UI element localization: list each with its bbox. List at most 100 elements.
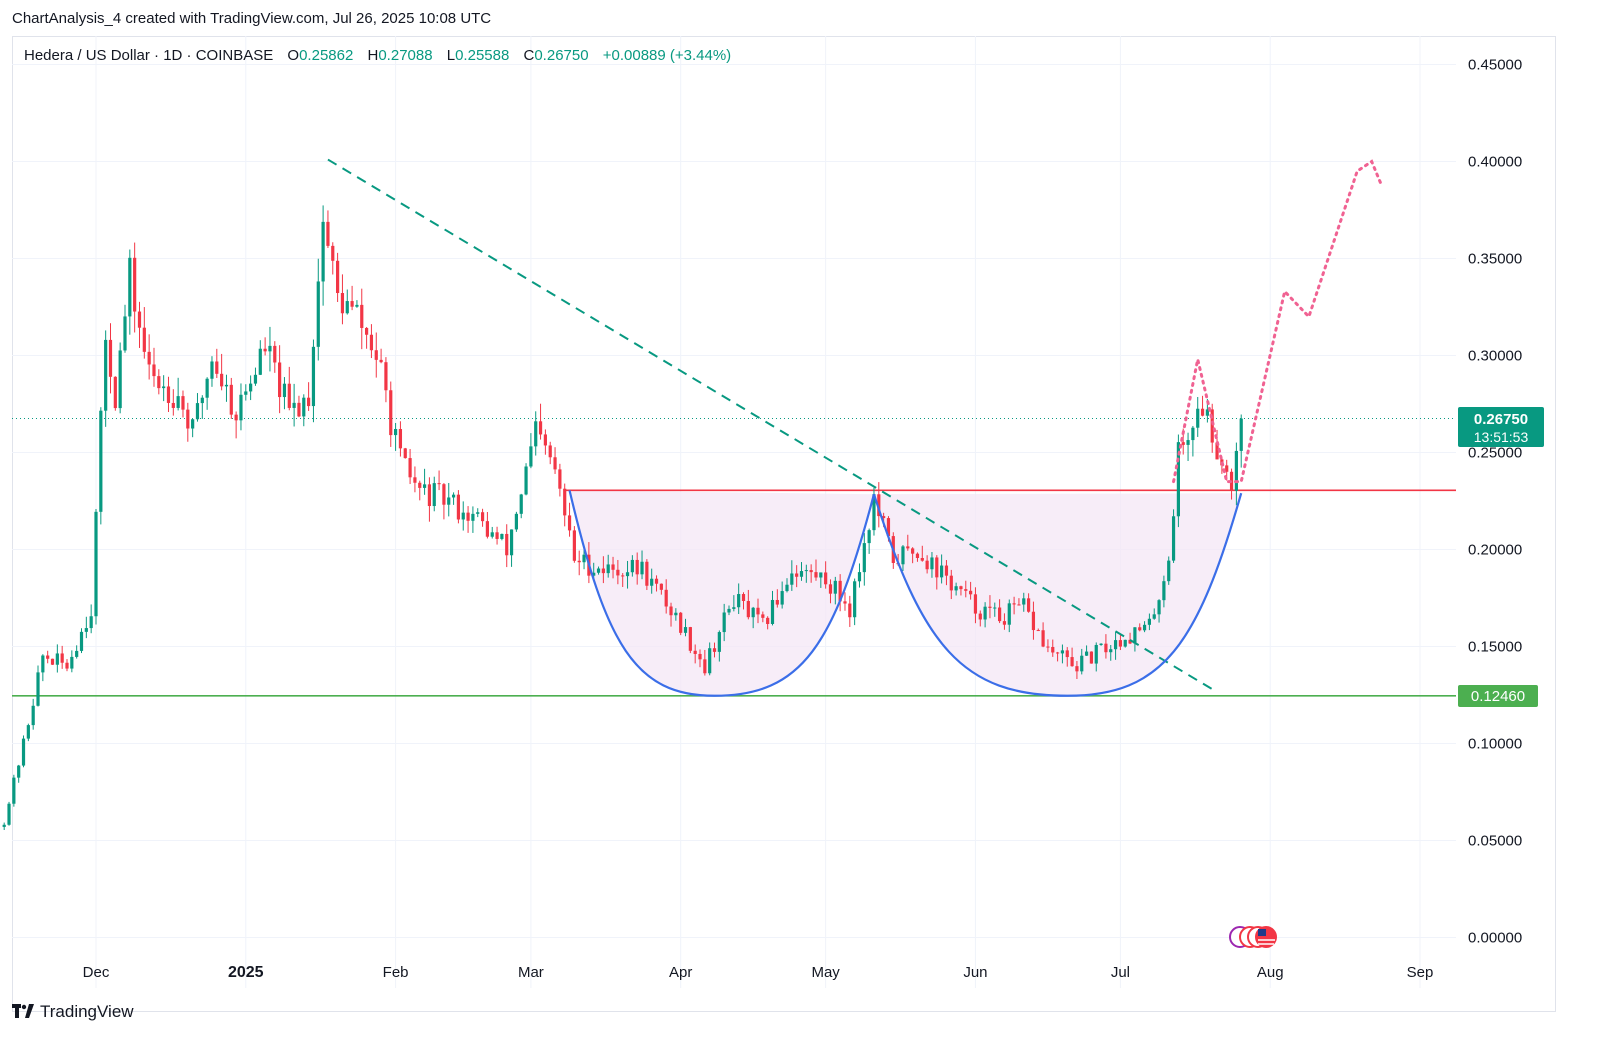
candle-body xyxy=(418,482,422,488)
candle-body xyxy=(485,521,490,537)
candle-body xyxy=(1128,639,1132,644)
candle-body xyxy=(732,607,736,609)
candle-body xyxy=(191,419,195,429)
candle-body xyxy=(645,561,649,586)
candle-body xyxy=(505,533,509,556)
candle-body xyxy=(186,409,190,429)
candle-body xyxy=(79,631,84,651)
tradingview-brand[interactable]: TradingView xyxy=(12,1000,134,1024)
candle-body xyxy=(993,607,997,609)
symbol-name[interactable]: Hedera / US Dollar · 1D · COINBASE xyxy=(24,47,274,64)
candle-body xyxy=(500,533,504,539)
candle-body xyxy=(799,571,804,577)
candle-body xyxy=(809,570,813,573)
close-label: C xyxy=(523,47,535,64)
chart-frame[interactable] xyxy=(12,36,1556,1012)
candle-body xyxy=(935,557,939,578)
candle-body xyxy=(920,557,924,561)
candle-body xyxy=(654,578,659,584)
descending-trendline xyxy=(327,158,1213,691)
candle-body xyxy=(824,572,828,585)
economic-events-icons[interactable] xyxy=(1229,926,1277,948)
candle-body xyxy=(302,397,306,417)
candle-body xyxy=(1225,465,1229,472)
time-axis[interactable]: Dec 2025 Feb Mar Apr May Jun Jul Aug Sep xyxy=(83,964,1434,981)
candle-body xyxy=(761,614,765,618)
cup-curve xyxy=(872,492,1243,697)
candle-body xyxy=(1017,604,1021,606)
candle-body xyxy=(1084,651,1089,656)
candle-body xyxy=(398,428,403,449)
candle-body xyxy=(113,376,117,409)
symbol-legend[interactable]: Hedera / US Dollar · 1D · COINBASE O0.25… xyxy=(24,47,731,64)
candle-body xyxy=(751,607,755,618)
candle-body xyxy=(220,373,224,387)
candle-body xyxy=(384,362,388,391)
candle-body xyxy=(466,512,470,521)
bar-countdown: 13:51:53 xyxy=(1474,429,1529,445)
candle-body xyxy=(819,572,823,578)
candle-body xyxy=(964,589,968,591)
tradingview-logo-icon xyxy=(12,1002,34,1023)
price-tick-label: 0.05000 xyxy=(1468,833,1522,850)
candle-body xyxy=(853,581,857,618)
candle-body xyxy=(1157,600,1161,615)
open-value: 0.25862 xyxy=(299,47,354,64)
candle-body xyxy=(123,316,127,351)
tradingview-wordmark: TradingView xyxy=(40,1002,134,1021)
us-flag-canton xyxy=(1258,929,1266,936)
candle-body xyxy=(925,560,929,570)
price-tick-label: 0.20000 xyxy=(1468,542,1522,559)
candle-body xyxy=(1167,560,1171,582)
candle-body xyxy=(389,390,393,436)
candle-body xyxy=(567,515,572,531)
candle-body xyxy=(1176,442,1180,517)
candle-body xyxy=(50,658,55,665)
candle-body xyxy=(7,803,11,825)
candle-body xyxy=(746,601,750,618)
candle-body xyxy=(147,351,151,365)
candle-body xyxy=(814,572,818,578)
candle-body xyxy=(26,725,30,739)
candle-body xyxy=(224,384,229,387)
low-label: L xyxy=(446,47,456,64)
open-label: O xyxy=(287,47,300,64)
candle-body xyxy=(882,516,886,519)
candle-body xyxy=(688,627,692,651)
candle-body xyxy=(195,403,200,420)
candle-body xyxy=(215,361,219,374)
candle-body xyxy=(244,391,248,395)
candle-body xyxy=(514,513,518,530)
candle-body xyxy=(1104,643,1108,653)
candle-body xyxy=(954,586,958,591)
candle-body xyxy=(524,466,528,495)
price-tick-label: 0.10000 xyxy=(1468,736,1522,753)
price-axis[interactable]: 0.00000 0.05000 0.10000 0.15000 0.20000 0.250… xyxy=(1468,57,1522,947)
candle-body xyxy=(374,350,378,360)
candle-body xyxy=(461,512,465,520)
projected-path xyxy=(1172,159,1383,484)
candle-body xyxy=(1234,450,1238,491)
candle-body xyxy=(239,394,243,421)
candle-body xyxy=(625,572,630,577)
candle-body xyxy=(616,569,620,576)
support-price-value: 0.12460 xyxy=(1471,688,1525,705)
candle-body xyxy=(582,554,586,563)
candle-body xyxy=(253,374,258,384)
candle-body xyxy=(70,656,74,669)
candle-body xyxy=(60,653,64,663)
candle-body xyxy=(205,378,209,398)
candle-body xyxy=(142,327,146,352)
candlestick-series xyxy=(2,205,1243,831)
candle-body xyxy=(563,488,567,516)
candle-body xyxy=(157,376,161,389)
candle-body xyxy=(437,483,441,485)
candle-body xyxy=(75,650,79,657)
candle-body xyxy=(234,414,238,421)
candle-body xyxy=(1196,408,1200,428)
candle-body xyxy=(1142,624,1147,631)
candle-body xyxy=(379,359,383,363)
candle-body xyxy=(703,659,707,674)
candle-body xyxy=(108,339,113,377)
